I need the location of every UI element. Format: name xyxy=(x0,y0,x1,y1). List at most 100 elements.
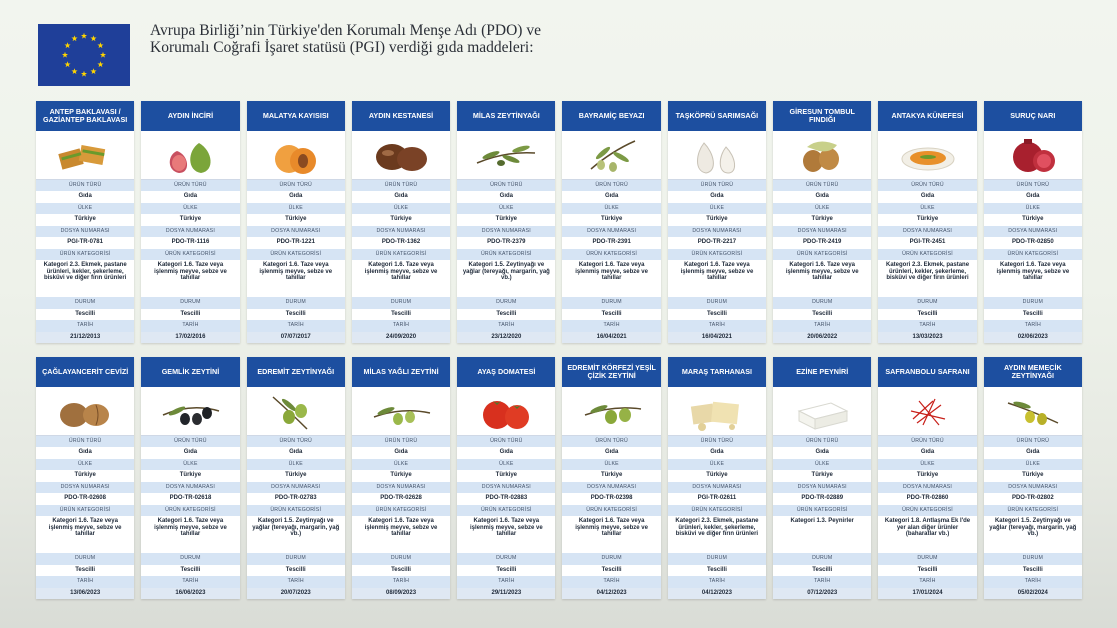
category-label: ÜRÜN KATEGORİSİ xyxy=(141,504,240,516)
country-value: Türkiye xyxy=(878,470,977,482)
country-value: Türkiye xyxy=(36,214,135,226)
product-name: ANTAKYA KÜNEFESİ xyxy=(878,101,977,132)
status-label: DURUM xyxy=(141,553,240,565)
date-value: 16/04/2021 xyxy=(667,331,767,343)
type-label: ÜRÜN TÜRÜ xyxy=(667,435,767,447)
date-label: TARİH xyxy=(667,320,767,332)
file-number: PDO-TR-02618 xyxy=(141,493,240,505)
type-value: Gıda xyxy=(246,191,345,203)
date-label: TARİH xyxy=(141,320,240,332)
file-number: PDO-TR-2217 xyxy=(667,237,767,249)
product-image xyxy=(562,387,661,436)
category-label: ÜRÜN KATEGORİSİ xyxy=(562,248,661,260)
type-value: Gıda xyxy=(878,447,977,459)
country-value: Türkiye xyxy=(562,470,661,482)
date-label: TARİH xyxy=(562,576,661,588)
status-label: DURUM xyxy=(246,553,345,565)
country-value: Türkiye xyxy=(667,214,767,226)
date-label: TARİH xyxy=(667,576,767,588)
type-value: Gıda xyxy=(667,447,767,459)
category-label: ÜRÜN KATEGORİSİ xyxy=(983,504,1082,516)
cracked-olive-icon xyxy=(584,404,641,424)
product-card: BAYRAMİÇ BEYAZI ÜRÜN TÜRÜ Gıda ÜLKE Türkiye D… xyxy=(562,101,661,343)
status-label: DURUM xyxy=(983,553,1082,565)
date-label: TARİH xyxy=(246,576,345,588)
file-label: DOSYA NUMARASI xyxy=(562,225,661,237)
eu-star xyxy=(64,61,71,68)
product-image xyxy=(141,387,240,436)
type-label: ÜRÜN TÜRÜ xyxy=(246,435,345,447)
type-value: Gıda xyxy=(351,191,451,203)
products-row-2: ÇAĞLAYANCERİT CEVİZİ ÜRÜN TÜRÜ Gıda ÜLKE Tür… xyxy=(36,357,1082,599)
date-value: 20/06/2022 xyxy=(773,331,872,343)
category-value: Kategori 2.3. Ekmek, pastane ürünleri, k… xyxy=(878,260,977,297)
status-label: DURUM xyxy=(36,297,135,309)
date-value: 20/07/2023 xyxy=(246,587,345,599)
date-label: TARİH xyxy=(36,576,135,588)
country-label: ÜLKE xyxy=(141,202,240,214)
category-value: Kategori 1.5. Zeytinyağı ve yağlar (tere… xyxy=(457,260,556,297)
product-image xyxy=(457,387,556,436)
date-label: TARİH xyxy=(36,320,135,332)
country-label: ÜLKE xyxy=(667,202,767,214)
eu-star xyxy=(90,35,97,42)
category-label: ÜRÜN KATEGORİSİ xyxy=(457,504,556,516)
product-name: SAFRANBOLU SAFRANI xyxy=(878,357,977,388)
eu-star xyxy=(64,42,71,49)
file-label: DOSYA NUMARASI xyxy=(773,481,872,493)
type-label: ÜRÜN TÜRÜ xyxy=(36,179,135,191)
category-label: ÜRÜN KATEGORİSİ xyxy=(667,248,767,260)
product-name: EDREMİT KÖRFEZİ YEŞİL ÇİZİK ZEYTİNİ xyxy=(562,357,661,388)
product-name: MALATYA KAYISISI xyxy=(246,101,345,132)
status-label: DURUM xyxy=(351,297,451,309)
status-label: DURUM xyxy=(773,297,872,309)
category-label: ÜRÜN KATEGORİSİ xyxy=(36,504,135,516)
date-label: TARİH xyxy=(562,320,661,332)
file-label: DOSYA NUMARASI xyxy=(457,225,556,237)
pomegranate-icon xyxy=(1012,138,1055,172)
country-value: Türkiye xyxy=(773,470,872,482)
country-label: ÜLKE xyxy=(667,458,767,470)
country-label: ÜLKE xyxy=(457,458,556,470)
type-value: Gıda xyxy=(983,191,1082,203)
date-value: 07/07/2017 xyxy=(246,331,345,343)
category-value: Kategori 1.8. Antlaşma Ek I'de yer alan … xyxy=(878,516,977,553)
status-label: DURUM xyxy=(667,297,767,309)
baklava-icon xyxy=(58,144,106,170)
type-label: ÜRÜN TÜRÜ xyxy=(878,179,977,191)
file-label: DOSYA NUMARASI xyxy=(36,481,135,493)
date-label: TARİH xyxy=(141,576,240,588)
status-label: DURUM xyxy=(36,553,135,565)
country-label: ÜLKE xyxy=(246,202,345,214)
date-label: TARİH xyxy=(457,576,556,588)
product-card: AYDIN KESTANESİ ÜRÜN TÜRÜ Gıda ÜLKE Türkiye D… xyxy=(351,101,451,343)
file-label: DOSYA NUMARASI xyxy=(351,481,451,493)
type-label: ÜRÜN TÜRÜ xyxy=(773,435,872,447)
file-label: DOSYA NUMARASI xyxy=(141,481,240,493)
type-label: ÜRÜN TÜRÜ xyxy=(562,179,661,191)
date-label: TARİH xyxy=(983,576,1082,588)
country-label: ÜLKE xyxy=(457,202,556,214)
status-value: Tescilli xyxy=(141,564,240,576)
file-number: PDO-TR-1116 xyxy=(141,237,240,249)
eu-star xyxy=(80,32,88,39)
file-number: PDO-TR-02608 xyxy=(36,493,135,505)
product-name: ÇAĞLAYANCERİT CEVİZİ xyxy=(36,357,135,388)
product-image xyxy=(36,387,135,436)
file-number: PDO-TR-1221 xyxy=(246,237,345,249)
product-card: AYDIN MEMECİK ZEYTİNYAĞI ÜRÜN TÜRÜ Gıda ÜLK… xyxy=(983,357,1082,599)
status-value: Tescilli xyxy=(457,564,556,576)
status-value: Tescilli xyxy=(983,308,1082,320)
date-value: 29/11/2023 xyxy=(457,587,556,599)
product-card: SAFRANBOLU SAFRANI ÜRÜN TÜRÜ Gıda ÜLKE Türki… xyxy=(878,357,977,599)
tarhana-icon xyxy=(690,401,739,431)
file-number: PGI-TR-0781 xyxy=(36,237,135,249)
status-value: Tescilli xyxy=(562,564,661,576)
category-value: Kategori 2.3. Ekmek, pastane ürünleri, k… xyxy=(667,516,767,553)
product-image xyxy=(36,131,135,180)
type-value: Gıda xyxy=(36,191,135,203)
type-label: ÜRÜN TÜRÜ xyxy=(141,179,240,191)
garlic-icon xyxy=(696,142,735,174)
category-label: ÜRÜN KATEGORİSİ xyxy=(457,248,556,260)
type-value: Gıda xyxy=(141,191,240,203)
